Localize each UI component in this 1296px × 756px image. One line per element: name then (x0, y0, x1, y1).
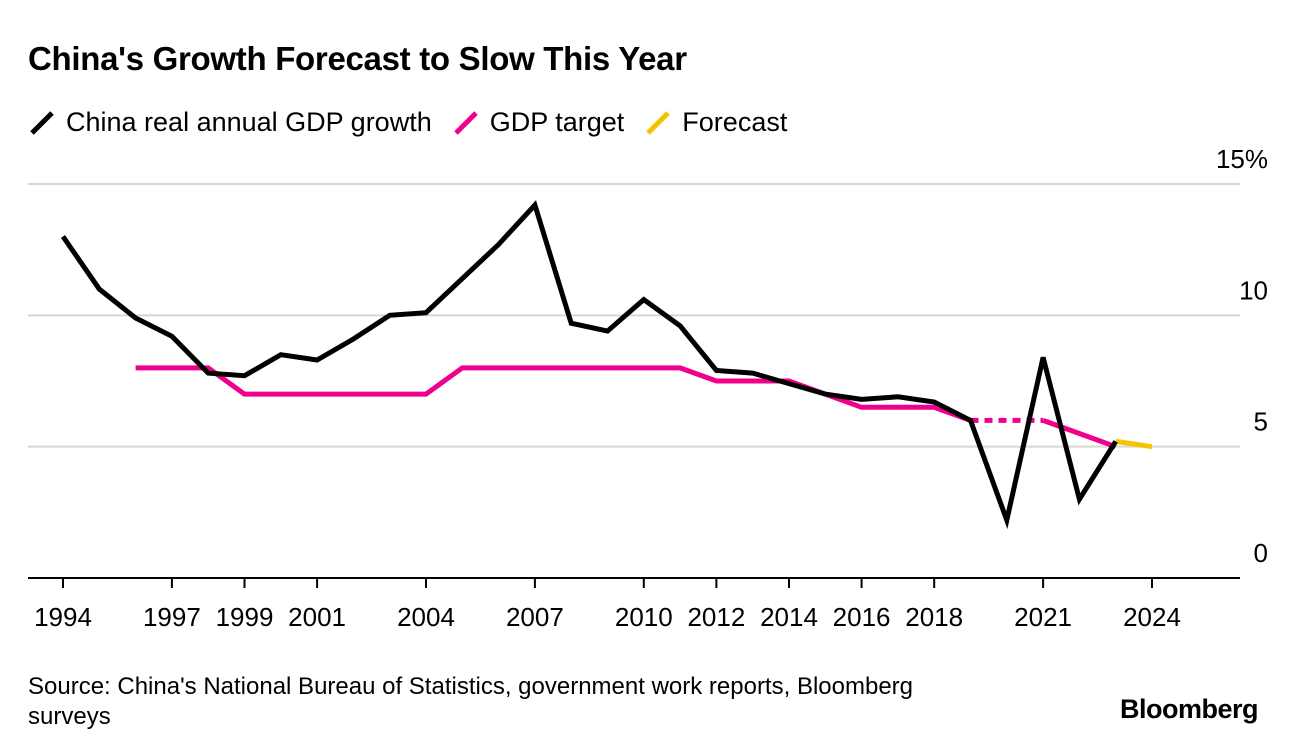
legend-swatch-gdp-target (452, 107, 482, 137)
legend-line-gdp-growth (30, 111, 54, 135)
x-tick-label-1994: 1994 (34, 602, 92, 632)
y-tick-label-10: 10 (1239, 275, 1268, 305)
legend-label-forecast: Forecast (682, 106, 788, 137)
legend: China real annual GDP growth GDP target … (28, 104, 807, 140)
brand-logo: Bloomberg (1119, 694, 1259, 724)
x-tick-label-2024: 2024 (1123, 602, 1181, 632)
x-tick-label-2014: 2014 (760, 602, 818, 632)
x-tick-label-1997: 1997 (143, 602, 201, 632)
y-tick-label-15: 15% (1216, 144, 1268, 174)
x-tick-label-2021: 2021 (1014, 602, 1072, 632)
x-tick-label-2012: 2012 (687, 602, 745, 632)
legend-item-gdp-growth: China real annual GDP growth (28, 107, 432, 138)
legend-label-gdp-target: GDP target (489, 106, 625, 137)
y-tick-label-5: 5 (1254, 407, 1268, 437)
legend-swatch-forecast (644, 107, 674, 137)
legend-swatch-gdp-growth (28, 107, 58, 137)
x-tick-label-2018: 2018 (905, 602, 963, 632)
series-line-gdp-target-1 (135, 365, 972, 423)
x-tick-label-2007: 2007 (506, 602, 564, 632)
x-tick-label-2016: 2016 (833, 602, 891, 632)
x-tick-label-1999: 1999 (216, 602, 274, 632)
series-line-china-real-annual-gdp-growth-0 (60, 200, 1118, 530)
x-tick-label-2001: 2001 (288, 602, 346, 632)
legend-line-gdp-target (453, 111, 478, 135)
legend-item-forecast: Forecast (644, 107, 787, 138)
y-tick-label-0: 0 (1254, 538, 1268, 568)
x-tick-label-2010: 2010 (615, 602, 673, 632)
legend-item-gdp-target: GDP target (452, 106, 625, 138)
series-line-gdp-target-3 (1042, 418, 1117, 450)
source-note: Source: China's National Bureau of Stati… (28, 673, 913, 730)
legend-label-gdp-growth: China real annual GDP growth (66, 106, 432, 137)
chart-title: China's Growth Forecast to Slow This Yea… (28, 40, 687, 77)
x-tick-label-2004: 2004 (397, 602, 455, 632)
legend-line-forecast (646, 111, 671, 135)
series-line-forecast-4 (1115, 438, 1153, 450)
